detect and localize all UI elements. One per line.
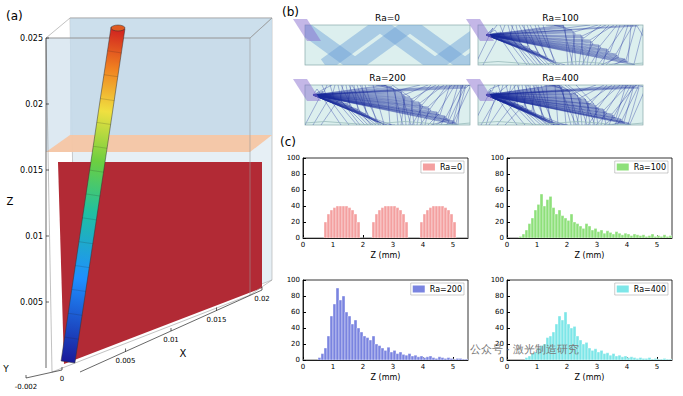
- svg-text:60: 60: [291, 308, 300, 316]
- svg-text:1: 1: [535, 363, 539, 371]
- svg-text:0.025: 0.025: [20, 34, 43, 43]
- svg-text:80: 80: [495, 170, 504, 178]
- svg-text:100: 100: [491, 154, 504, 162]
- svg-text:60: 60: [495, 308, 504, 316]
- svg-text:4: 4: [625, 363, 630, 371]
- svg-text:4: 4: [421, 363, 426, 371]
- svg-text:0.015: 0.015: [206, 316, 226, 324]
- svg-text:5: 5: [655, 363, 659, 371]
- svg-text:40: 40: [291, 202, 300, 210]
- svg-text:0: 0: [296, 234, 300, 242]
- svg-text:100: 100: [287, 276, 300, 284]
- svg-text:0: 0: [505, 241, 509, 249]
- svg-text:1: 1: [331, 241, 335, 249]
- svg-text:0.005: 0.005: [115, 357, 135, 365]
- svg-text:0: 0: [60, 375, 64, 383]
- svg-text:20: 20: [291, 340, 300, 348]
- svg-text:5: 5: [451, 241, 455, 249]
- svg-text:3: 3: [595, 241, 599, 249]
- svg-text:0.015: 0.015: [20, 166, 43, 175]
- svg-text:Ra=200: Ra=200: [430, 285, 462, 294]
- svg-text:(a): (a): [6, 9, 23, 23]
- svg-text:0.01: 0.01: [25, 232, 43, 241]
- svg-text:0.02: 0.02: [25, 100, 43, 109]
- svg-text:1: 1: [535, 241, 539, 249]
- svg-text:0.01: 0.01: [163, 336, 179, 344]
- svg-text:1: 1: [331, 363, 335, 371]
- svg-text:100: 100: [491, 276, 504, 284]
- svg-text:3: 3: [595, 363, 599, 371]
- svg-text:0.005: 0.005: [20, 298, 43, 307]
- svg-text:2: 2: [565, 363, 569, 371]
- svg-text:0.02: 0.02: [254, 295, 270, 303]
- svg-text:60: 60: [291, 186, 300, 194]
- svg-text:0: 0: [301, 241, 305, 249]
- svg-text:80: 80: [495, 292, 504, 300]
- svg-text:2: 2: [361, 241, 365, 249]
- svg-text:Ra=100: Ra=100: [542, 13, 579, 23]
- svg-text:Z (mm): Z (mm): [575, 373, 605, 382]
- svg-text:20: 20: [495, 218, 504, 226]
- svg-text:4: 4: [625, 241, 630, 249]
- svg-text:0: 0: [301, 363, 305, 371]
- svg-text:Ra=100: Ra=100: [634, 163, 666, 172]
- svg-text:5: 5: [451, 363, 455, 371]
- svg-text:0: 0: [296, 356, 300, 364]
- svg-text:X: X: [180, 348, 187, 359]
- svg-text:80: 80: [291, 292, 300, 300]
- svg-text:2: 2: [361, 363, 365, 371]
- svg-text:3: 3: [391, 363, 395, 371]
- svg-text:-0.002: -0.002: [15, 383, 38, 391]
- svg-text:Ra=400: Ra=400: [542, 73, 579, 83]
- svg-text:40: 40: [495, 324, 504, 332]
- svg-text:Z: Z: [7, 196, 14, 207]
- svg-text:2: 2: [565, 241, 569, 249]
- svg-text:0: 0: [500, 356, 504, 364]
- svg-text:40: 40: [291, 324, 300, 332]
- svg-text:(c): (c): [280, 135, 296, 149]
- svg-text:Z (mm): Z (mm): [371, 373, 401, 382]
- svg-text:40: 40: [495, 202, 504, 210]
- svg-text:0: 0: [500, 234, 504, 242]
- svg-text:4: 4: [421, 241, 426, 249]
- svg-text:Ra=400: Ra=400: [634, 285, 666, 294]
- svg-text:Y: Y: [2, 364, 9, 374]
- svg-text:Ra=0: Ra=0: [375, 13, 400, 23]
- html-text:公众号 · 激光制造研究: 公众号 · 激光制造研究: [470, 343, 580, 356]
- svg-text:Ra=0: Ra=0: [440, 163, 462, 172]
- svg-text:Z (mm): Z (mm): [575, 251, 605, 260]
- svg-text:(b): (b): [282, 5, 299, 19]
- svg-text:5: 5: [655, 241, 659, 249]
- svg-text:100: 100: [287, 154, 300, 162]
- svg-text:20: 20: [291, 218, 300, 226]
- svg-text:3: 3: [391, 241, 395, 249]
- svg-text:Ra=200: Ra=200: [369, 73, 406, 83]
- svg-text:60: 60: [495, 186, 504, 194]
- svg-text:Z (mm): Z (mm): [371, 251, 401, 260]
- svg-text:80: 80: [291, 170, 300, 178]
- svg-text:0: 0: [505, 363, 509, 371]
